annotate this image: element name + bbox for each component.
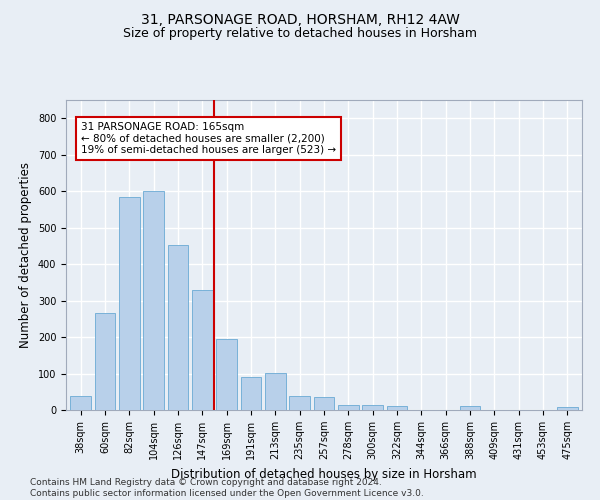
Y-axis label: Number of detached properties: Number of detached properties	[19, 162, 32, 348]
Bar	[289, 396, 310, 410]
Bar	[362, 405, 383, 410]
Text: 31 PARSONAGE ROAD: 165sqm
← 80% of detached houses are smaller (2,200)
19% of se: 31 PARSONAGE ROAD: 165sqm ← 80% of detac…	[81, 122, 336, 155]
Bar	[70, 396, 91, 410]
Bar	[192, 290, 212, 410]
Bar	[265, 373, 286, 410]
Bar	[314, 397, 334, 410]
Text: 31, PARSONAGE ROAD, HORSHAM, RH12 4AW: 31, PARSONAGE ROAD, HORSHAM, RH12 4AW	[140, 12, 460, 26]
Bar	[241, 377, 262, 410]
Bar	[386, 406, 407, 410]
Bar	[167, 245, 188, 410]
Text: Size of property relative to detached houses in Horsham: Size of property relative to detached ho…	[123, 28, 477, 40]
Bar	[119, 196, 140, 410]
Bar	[143, 191, 164, 410]
X-axis label: Distribution of detached houses by size in Horsham: Distribution of detached houses by size …	[171, 468, 477, 480]
Bar	[95, 314, 115, 410]
Text: Contains HM Land Registry data © Crown copyright and database right 2024.
Contai: Contains HM Land Registry data © Crown c…	[30, 478, 424, 498]
Bar	[557, 407, 578, 410]
Bar	[338, 405, 359, 410]
Bar	[460, 406, 481, 410]
Bar	[216, 339, 237, 410]
